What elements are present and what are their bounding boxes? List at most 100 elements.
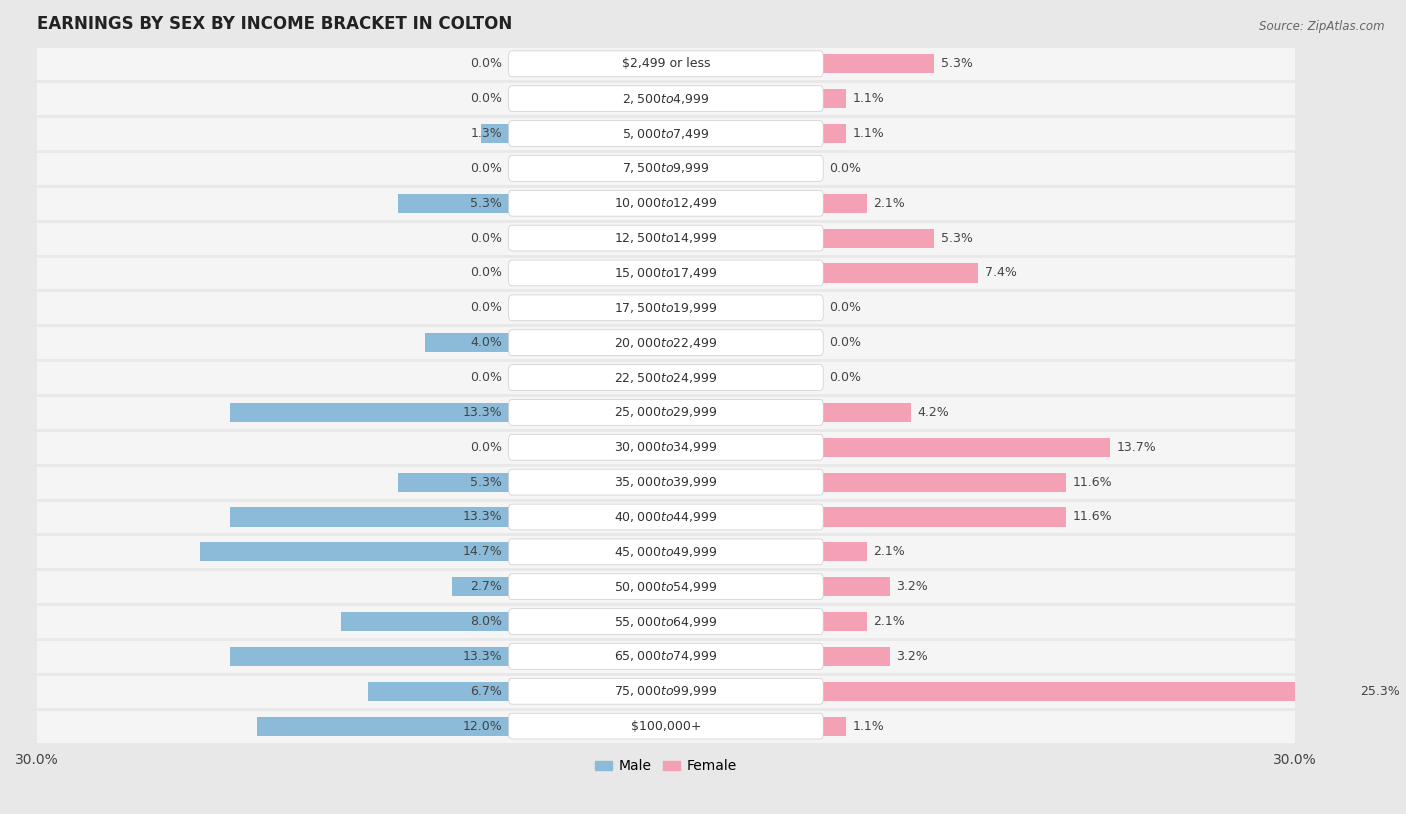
Bar [481, 124, 509, 143]
Text: 2.1%: 2.1% [873, 197, 905, 210]
Bar [823, 229, 935, 247]
Text: $55,000 to $64,999: $55,000 to $64,999 [614, 615, 717, 628]
Text: 1.1%: 1.1% [852, 127, 884, 140]
Bar [37, 360, 1295, 395]
Bar [823, 89, 846, 108]
Bar [229, 507, 509, 527]
Text: $40,000 to $44,999: $40,000 to $44,999 [614, 510, 717, 524]
Text: $20,000 to $22,499: $20,000 to $22,499 [614, 335, 717, 350]
Text: $22,500 to $24,999: $22,500 to $24,999 [614, 370, 717, 384]
FancyBboxPatch shape [509, 295, 823, 321]
Bar [37, 430, 1295, 465]
Bar [37, 604, 1295, 639]
Text: 1.1%: 1.1% [852, 92, 884, 105]
Bar [823, 542, 868, 562]
FancyBboxPatch shape [509, 85, 823, 112]
Bar [37, 151, 1295, 186]
Text: 0.0%: 0.0% [830, 162, 862, 175]
Text: $2,500 to $4,999: $2,500 to $4,999 [621, 92, 710, 106]
Bar [823, 473, 1066, 492]
Text: 14.7%: 14.7% [463, 545, 502, 558]
Bar [823, 716, 846, 736]
Text: 5.3%: 5.3% [941, 57, 973, 70]
FancyBboxPatch shape [509, 120, 823, 147]
Text: 2.1%: 2.1% [873, 615, 905, 628]
Text: 4.0%: 4.0% [471, 336, 502, 349]
Bar [201, 542, 509, 562]
Bar [823, 438, 1111, 457]
Bar [37, 500, 1295, 535]
Text: $2,499 or less: $2,499 or less [621, 57, 710, 70]
Text: 11.6%: 11.6% [1073, 475, 1112, 488]
FancyBboxPatch shape [509, 365, 823, 391]
Text: 12.0%: 12.0% [463, 720, 502, 733]
Text: 7.4%: 7.4% [984, 266, 1017, 279]
Bar [37, 465, 1295, 500]
Bar [823, 194, 868, 212]
FancyBboxPatch shape [509, 435, 823, 460]
Text: $12,500 to $14,999: $12,500 to $14,999 [614, 231, 717, 245]
FancyBboxPatch shape [509, 225, 823, 251]
Text: $45,000 to $49,999: $45,000 to $49,999 [614, 545, 717, 559]
Legend: Male, Female: Male, Female [589, 754, 742, 779]
Text: Source: ZipAtlas.com: Source: ZipAtlas.com [1260, 20, 1385, 33]
Text: 2.7%: 2.7% [471, 580, 502, 593]
FancyBboxPatch shape [509, 51, 823, 77]
Text: 0.0%: 0.0% [471, 162, 502, 175]
Text: $75,000 to $99,999: $75,000 to $99,999 [614, 685, 717, 698]
Text: 4.2%: 4.2% [918, 406, 949, 419]
Bar [37, 326, 1295, 360]
Text: 13.7%: 13.7% [1116, 440, 1157, 453]
Text: 6.7%: 6.7% [471, 685, 502, 698]
Text: 13.3%: 13.3% [463, 406, 502, 419]
FancyBboxPatch shape [509, 469, 823, 495]
Bar [823, 124, 846, 143]
Text: EARNINGS BY SEX BY INCOME BRACKET IN COLTON: EARNINGS BY SEX BY INCOME BRACKET IN COL… [37, 15, 512, 33]
Bar [823, 612, 868, 631]
Text: 5.3%: 5.3% [471, 475, 502, 488]
FancyBboxPatch shape [509, 260, 823, 286]
Bar [453, 577, 509, 597]
Bar [340, 612, 509, 631]
Text: 25.3%: 25.3% [1360, 685, 1400, 698]
Text: $50,000 to $54,999: $50,000 to $54,999 [614, 580, 717, 593]
Bar [37, 569, 1295, 604]
FancyBboxPatch shape [509, 539, 823, 565]
Text: 2.1%: 2.1% [873, 545, 905, 558]
FancyBboxPatch shape [509, 644, 823, 669]
Bar [823, 55, 935, 73]
Text: $17,500 to $19,999: $17,500 to $19,999 [614, 301, 717, 315]
Bar [823, 647, 890, 666]
Bar [37, 256, 1295, 291]
FancyBboxPatch shape [509, 574, 823, 600]
Text: 1.3%: 1.3% [471, 127, 502, 140]
Bar [37, 709, 1295, 743]
Text: 5.3%: 5.3% [471, 197, 502, 210]
Text: 0.0%: 0.0% [471, 92, 502, 105]
Bar [229, 647, 509, 666]
Bar [257, 716, 509, 736]
FancyBboxPatch shape [509, 609, 823, 634]
Bar [37, 291, 1295, 326]
Bar [425, 333, 509, 352]
Bar [37, 46, 1295, 81]
Bar [37, 395, 1295, 430]
Text: 0.0%: 0.0% [471, 371, 502, 384]
Bar [398, 473, 509, 492]
Text: 0.0%: 0.0% [471, 57, 502, 70]
Bar [37, 186, 1295, 221]
Text: 0.0%: 0.0% [471, 232, 502, 244]
Text: 5.3%: 5.3% [941, 232, 973, 244]
Text: $35,000 to $39,999: $35,000 to $39,999 [614, 475, 717, 489]
Bar [37, 639, 1295, 674]
Text: 13.3%: 13.3% [463, 650, 502, 663]
FancyBboxPatch shape [509, 330, 823, 356]
Bar [823, 264, 979, 282]
Text: 3.2%: 3.2% [897, 650, 928, 663]
Text: 0.0%: 0.0% [830, 336, 862, 349]
FancyBboxPatch shape [509, 678, 823, 704]
Text: $10,000 to $12,499: $10,000 to $12,499 [614, 196, 717, 210]
Text: 11.6%: 11.6% [1073, 510, 1112, 523]
Text: 3.2%: 3.2% [897, 580, 928, 593]
Bar [368, 681, 509, 701]
